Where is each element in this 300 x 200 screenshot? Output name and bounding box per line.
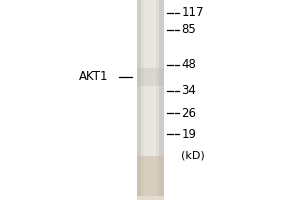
Text: AKT1: AKT1 — [79, 71, 108, 84]
Bar — [136, 156, 164, 200]
Text: 117: 117 — [182, 6, 204, 20]
Text: (kD): (kD) — [182, 150, 205, 160]
Bar — [136, 0, 164, 196]
Bar — [136, 68, 164, 86]
Text: 48: 48 — [182, 58, 196, 72]
Text: 26: 26 — [182, 107, 196, 120]
Bar — [144, 0, 156, 196]
Bar — [141, 0, 160, 196]
Text: 34: 34 — [182, 84, 196, 97]
Text: 19: 19 — [182, 128, 196, 140]
Text: 85: 85 — [182, 23, 196, 36]
